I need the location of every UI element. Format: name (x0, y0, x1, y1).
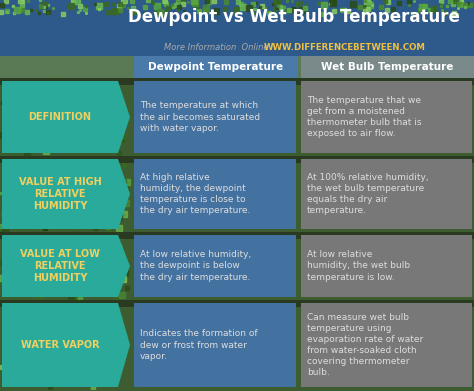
Polygon shape (2, 81, 130, 153)
Polygon shape (2, 159, 130, 229)
Bar (134, 56, 298, 78)
Bar (301, 56, 474, 78)
Polygon shape (2, 235, 130, 297)
Bar (301, 303, 472, 387)
Bar (134, 235, 296, 297)
Text: At low relative
humidity, the wet bulb
temperature is low.: At low relative humidity, the wet bulb t… (307, 250, 410, 282)
Text: WWW.DIFFERENCEBETWEEN.COM: WWW.DIFFERENCEBETWEEN.COM (264, 43, 426, 52)
Text: At high relative
humidity, the dewpoint
temperature is close to
the dry air temp: At high relative humidity, the dewpoint … (140, 173, 250, 215)
Bar (0, 300, 474, 390)
Bar (301, 235, 472, 297)
Bar (0, 156, 474, 232)
Text: The temperature that we
get from a moistened
thermometer bulb that is
exposed to: The temperature that we get from a moist… (307, 96, 421, 138)
Bar (0, 78, 474, 156)
Text: Dewpoint vs Wet Bulb Temperature: Dewpoint vs Wet Bulb Temperature (128, 8, 460, 26)
Bar (0, 156, 474, 163)
Bar (134, 159, 296, 229)
Bar (0, 0, 474, 14)
Text: At low relative humidity,
the dewpoint is below
the dry air temperature.: At low relative humidity, the dewpoint i… (140, 250, 251, 282)
Bar (0, 0, 474, 38)
Text: The temperature at which
the air becomes saturated
with water vapor.: The temperature at which the air becomes… (140, 101, 260, 133)
Bar (0, 232, 474, 300)
Bar (301, 159, 472, 229)
Text: Wet Bulb Temperature: Wet Bulb Temperature (321, 62, 454, 72)
Bar (134, 303, 296, 387)
Text: Dewpoint Temperature: Dewpoint Temperature (148, 62, 283, 72)
Text: WATER VAPOR: WATER VAPOR (21, 340, 100, 350)
Text: VALUE AT LOW
RELATIVE
HUMIDITY: VALUE AT LOW RELATIVE HUMIDITY (20, 249, 100, 283)
Bar (0, 390, 474, 391)
Text: VALUE AT HIGH
RELATIVE
HUMIDITY: VALUE AT HIGH RELATIVE HUMIDITY (18, 178, 101, 211)
Bar (0, 38, 474, 56)
Bar (134, 81, 296, 153)
Text: Indicates the formation of
dew or frost from water
vapor.: Indicates the formation of dew or frost … (140, 329, 258, 361)
Bar (0, 78, 474, 85)
Text: At 100% relative humidity,
the wet bulb temperature
equals the dry air
temperatu: At 100% relative humidity, the wet bulb … (307, 173, 428, 215)
Bar (301, 81, 472, 153)
Text: Can measure wet bulb
temperature using
evaporation rate of water
from water-soak: Can measure wet bulb temperature using e… (307, 313, 423, 377)
Polygon shape (2, 303, 130, 387)
Bar (0, 300, 474, 307)
Text: More Information  Online: More Information Online (164, 43, 268, 52)
Bar (0, 232, 474, 239)
Text: DEFINITION: DEFINITION (28, 112, 91, 122)
